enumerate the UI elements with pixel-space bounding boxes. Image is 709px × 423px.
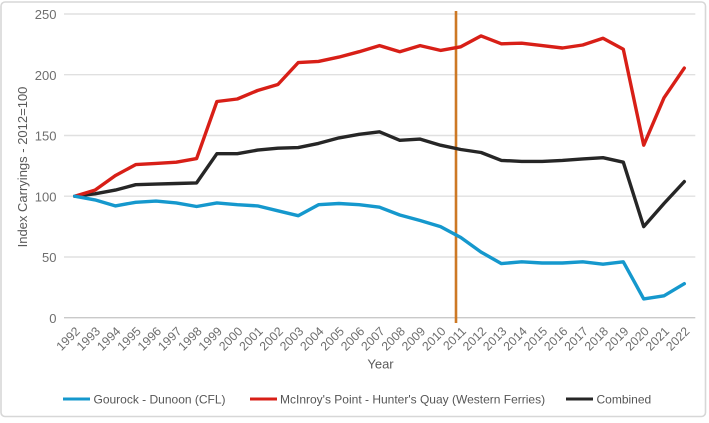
svg-text:100: 100 bbox=[35, 189, 57, 204]
svg-text:50: 50 bbox=[42, 250, 56, 265]
svg-text:Gourock - Dunoon (CFL): Gourock - Dunoon (CFL) bbox=[94, 393, 226, 407]
svg-text:250: 250 bbox=[35, 7, 57, 22]
svg-text:150: 150 bbox=[35, 129, 57, 144]
svg-text:McInroy's Point - Hunter's Qua: McInroy's Point - Hunter's Quay (Western… bbox=[280, 393, 545, 407]
svg-text:200: 200 bbox=[35, 68, 57, 83]
svg-text:Combined: Combined bbox=[597, 393, 652, 407]
svg-text:Year: Year bbox=[367, 357, 394, 372]
svg-text:0: 0 bbox=[49, 311, 56, 326]
svg-text:Index Carryings - 2012=100: Index Carryings - 2012=100 bbox=[15, 87, 30, 248]
